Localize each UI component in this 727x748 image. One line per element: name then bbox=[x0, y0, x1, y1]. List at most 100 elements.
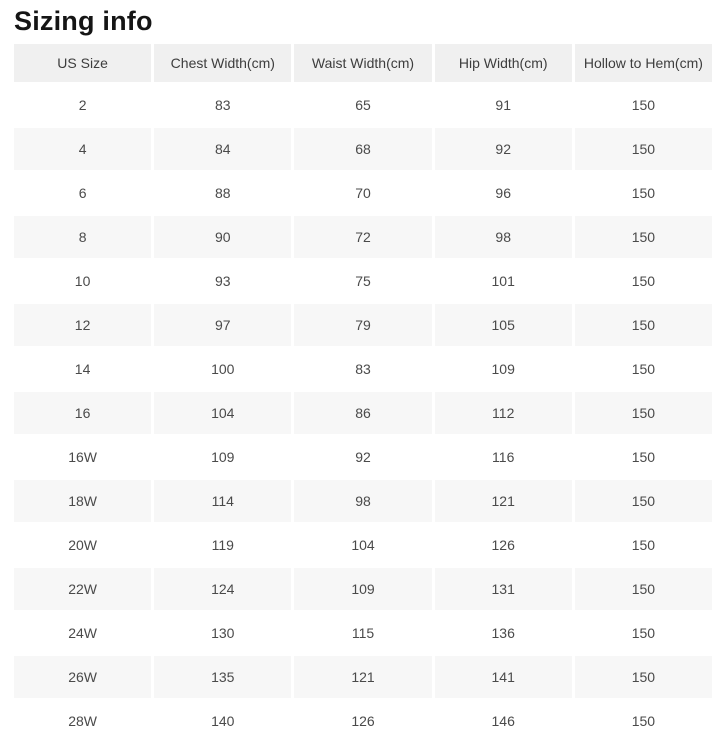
page-title: Sizing info bbox=[14, 6, 153, 36]
column-header-hollow-to-hem: Hollow to Hem(cm) bbox=[574, 44, 712, 82]
table-cell: 150 bbox=[574, 392, 712, 434]
table-row: 12 97 79 105 150 bbox=[14, 304, 712, 346]
table-row: 16 104 86 112 150 bbox=[14, 392, 712, 434]
table-cell: 131 bbox=[434, 568, 572, 610]
table-row: 20W 119 104 126 150 bbox=[14, 524, 712, 566]
table-row: 10 93 75 101 150 bbox=[14, 260, 712, 302]
table-cell: 150 bbox=[631, 97, 656, 113]
table-cell: 105 bbox=[434, 304, 572, 346]
table-row: 6 88 70 96 150 bbox=[14, 172, 712, 214]
table-row: 16W 109 92 116 150 bbox=[14, 436, 712, 478]
table-cell: 83 bbox=[355, 361, 371, 377]
table-cell: 150 bbox=[574, 480, 712, 522]
table-cell: 112 bbox=[434, 392, 572, 434]
table-cell: 141 bbox=[434, 656, 572, 698]
table-cell: 4 bbox=[14, 128, 152, 170]
table-cell: 65 bbox=[355, 97, 371, 113]
table-cell: 150 bbox=[574, 304, 712, 346]
table-cell: 109 bbox=[294, 568, 432, 610]
table-cell: 150 bbox=[574, 568, 712, 610]
table-cell: 126 bbox=[491, 537, 515, 553]
table-cell: 24W bbox=[68, 625, 97, 641]
column-header-us-size: US Size bbox=[14, 44, 152, 82]
table-cell: 150 bbox=[631, 273, 656, 289]
table-cell: 91 bbox=[495, 97, 511, 113]
table-cell: 150 bbox=[631, 361, 656, 377]
table-cell: 124 bbox=[154, 568, 292, 610]
table-cell: 150 bbox=[631, 185, 656, 201]
table-row: 4 84 68 92 150 bbox=[14, 128, 712, 170]
table-cell: 83 bbox=[215, 97, 231, 113]
table-cell: 16 bbox=[14, 392, 152, 434]
table-cell: 150 bbox=[631, 537, 656, 553]
table-cell: 150 bbox=[631, 449, 656, 465]
sizing-table: US Size Chest Width(cm) Waist Width(cm) … bbox=[14, 44, 712, 742]
table-cell: 20W bbox=[68, 537, 97, 553]
table-cell: 79 bbox=[294, 304, 432, 346]
table-cell: 126 bbox=[351, 713, 375, 729]
table-cell: 16W bbox=[68, 449, 97, 465]
table-cell: 150 bbox=[574, 216, 712, 258]
table-cell: 93 bbox=[215, 273, 231, 289]
table-row: 8 90 72 98 150 bbox=[14, 216, 712, 258]
table-cell: 119 bbox=[211, 537, 234, 553]
table-cell: 101 bbox=[491, 273, 515, 289]
table-cell: 75 bbox=[355, 273, 371, 289]
table-cell: 150 bbox=[631, 625, 656, 641]
table-cell: 150 bbox=[574, 656, 712, 698]
table-cell: 96 bbox=[495, 185, 511, 201]
table-cell: 72 bbox=[294, 216, 432, 258]
table-body: 2 83 65 91 150 4 84 68 92 150 6 88 70 96 150 8 90 72 98 150… bbox=[14, 84, 712, 742]
table-cell: 84 bbox=[154, 128, 292, 170]
table-cell: 121 bbox=[434, 480, 572, 522]
table-row: 22W 124 109 131 150 bbox=[14, 568, 712, 610]
table-row: 14 100 83 109 150 bbox=[14, 348, 712, 390]
table-cell: 70 bbox=[355, 185, 371, 201]
table-cell: 140 bbox=[211, 713, 235, 729]
table-cell: 114 bbox=[154, 480, 292, 522]
column-header-hip-width: Hip Width(cm) bbox=[434, 44, 572, 82]
table-row: 24W 130 115 136 150 bbox=[14, 612, 712, 654]
table-cell: 109 bbox=[211, 449, 235, 465]
table-cell: 86 bbox=[294, 392, 432, 434]
table-cell: 98 bbox=[434, 216, 572, 258]
column-header-waist-width: Waist Width(cm) bbox=[294, 44, 432, 82]
table-cell: 68 bbox=[294, 128, 432, 170]
table-cell: 135 bbox=[154, 656, 292, 698]
table-cell: 8 bbox=[14, 216, 152, 258]
table-cell: 109 bbox=[491, 361, 515, 377]
table-cell: 22W bbox=[14, 568, 152, 610]
table-cell: 121 bbox=[294, 656, 432, 698]
table-cell: 14 bbox=[74, 361, 91, 377]
table-cell: 6 bbox=[78, 185, 87, 201]
table-cell: 2 bbox=[78, 97, 87, 113]
table-cell: 104 bbox=[154, 392, 292, 434]
table-cell: 100 bbox=[211, 361, 235, 377]
table-cell: 115 bbox=[351, 625, 375, 641]
table-cell: 104 bbox=[351, 537, 375, 553]
table-row: 2 83 65 91 150 bbox=[14, 84, 712, 126]
table-cell: 88 bbox=[215, 185, 231, 201]
table-cell: 90 bbox=[154, 216, 292, 258]
table-cell: 26W bbox=[14, 656, 152, 698]
table-header-row: US Size Chest Width(cm) Waist Width(cm) … bbox=[14, 44, 712, 82]
table-cell: 18W bbox=[14, 480, 152, 522]
table-cell: 146 bbox=[491, 713, 515, 729]
table-cell: 28W bbox=[68, 713, 97, 729]
table-cell: 12 bbox=[14, 304, 152, 346]
table-cell: 92 bbox=[355, 449, 371, 465]
table-row: 28W 140 126 146 150 bbox=[14, 700, 712, 742]
table-cell: 92 bbox=[434, 128, 572, 170]
column-header-chest-width: Chest Width(cm) bbox=[154, 44, 292, 82]
table-cell: 116 bbox=[492, 449, 515, 465]
table-cell: 97 bbox=[154, 304, 292, 346]
table-cell: 150 bbox=[631, 713, 656, 729]
table-row: 18W 114 98 121 150 bbox=[14, 480, 712, 522]
table-cell: 98 bbox=[294, 480, 432, 522]
table-row: 26W 135 121 141 150 bbox=[14, 656, 712, 698]
table-cell: 150 bbox=[574, 128, 712, 170]
table-cell: 10 bbox=[74, 273, 91, 289]
table-cell: 136 bbox=[491, 625, 515, 641]
table-cell: 130 bbox=[211, 625, 235, 641]
